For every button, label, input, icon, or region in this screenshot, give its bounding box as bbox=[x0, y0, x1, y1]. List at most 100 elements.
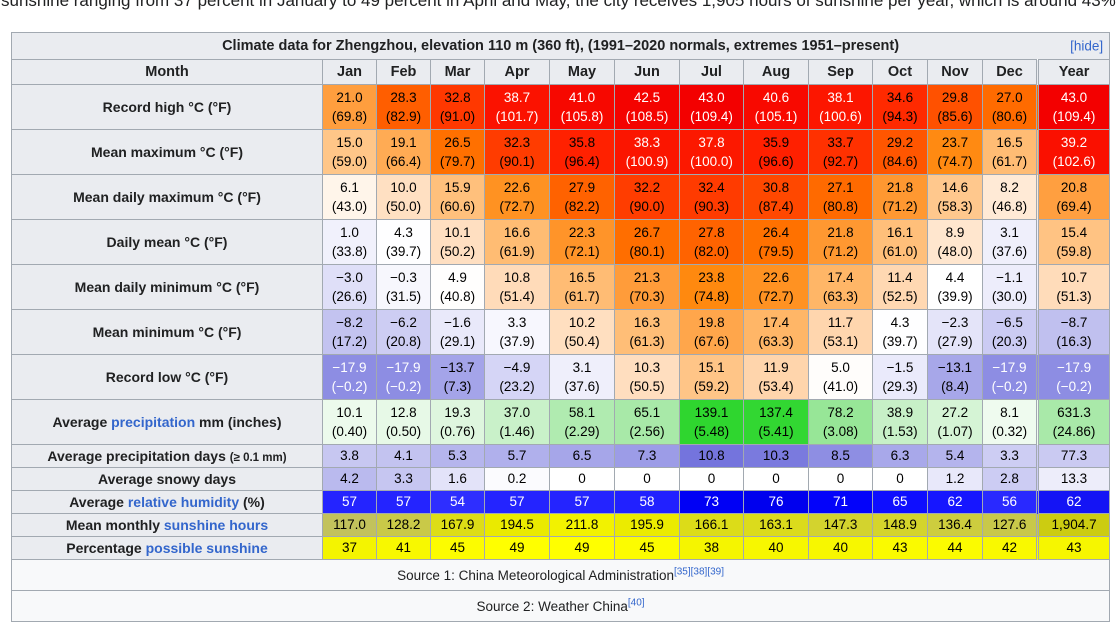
data-cell: 37.0 (1.46) bbox=[484, 399, 550, 445]
ref-link[interactable]: [38] bbox=[690, 566, 708, 577]
data-cell: 29.2 (84.6) bbox=[872, 129, 928, 175]
data-cell: 76 bbox=[743, 490, 809, 514]
data-cell: 12.8 (0.50) bbox=[376, 399, 431, 445]
data-cell: 211.8 bbox=[549, 513, 615, 537]
row-label: Daily mean °C (°F) bbox=[11, 219, 323, 265]
data-cell: −1.5 (29.3) bbox=[872, 354, 928, 400]
data-cell: 10.1 (50.2) bbox=[430, 219, 485, 265]
row-label: Record low °C (°F) bbox=[11, 354, 323, 400]
article-text-clip: sunshine ranging from 37 percent in Janu… bbox=[0, 0, 1120, 32]
data-cell: 19.8 (67.6) bbox=[679, 309, 744, 355]
data-cell: 195.9 bbox=[614, 513, 680, 537]
data-cell: 16.5 (61.7) bbox=[549, 264, 615, 310]
data-cell: 139.1 (5.48) bbox=[679, 399, 744, 445]
data-cell: −17.9 (−0.2) bbox=[982, 354, 1038, 400]
table-title: Climate data for Zhengzhou, elevation 11… bbox=[10, 32, 1111, 60]
table-row: Mean maximum °C (°F) 15.0 (59.0) 19.1 (66.4)… bbox=[11, 129, 1111, 175]
ref-link[interactable]: [39] bbox=[707, 566, 725, 577]
data-cell: 194.5 bbox=[484, 513, 550, 537]
row-label: Average precipitation days (≥ 0.1 mm) bbox=[11, 444, 323, 468]
source-row: Source 1: China Meteorological Administr… bbox=[10, 559, 1111, 591]
data-cell: 15.9 (60.6) bbox=[430, 174, 485, 220]
data-cell: 19.1 (66.4) bbox=[376, 129, 431, 175]
data-cell: 43 bbox=[872, 536, 928, 560]
data-cell: 11.7 (53.1) bbox=[808, 309, 873, 355]
data-cell: 10.7 (51.3) bbox=[1035, 264, 1111, 310]
data-cell: 11.4 (52.5) bbox=[872, 264, 928, 310]
data-cell: 58.1 (2.29) bbox=[549, 399, 615, 445]
data-cell: 33.7 (92.7) bbox=[808, 129, 873, 175]
data-cell: −8.7 (16.3) bbox=[1035, 309, 1111, 355]
data-cell: 0.2 bbox=[484, 467, 550, 491]
data-cell: 10.2 (50.4) bbox=[549, 309, 615, 355]
data-cell: 17.4 (63.3) bbox=[743, 309, 809, 355]
data-cell: 10.3 bbox=[743, 444, 809, 468]
sunshine-hours-link[interactable]: sunshine hours bbox=[163, 517, 269, 533]
data-cell: 38.9 (1.53) bbox=[872, 399, 928, 445]
data-cell: −13.1 (8.4) bbox=[927, 354, 983, 400]
hide-link[interactable]: [hide] bbox=[1070, 38, 1104, 54]
data-cell: 117.0 bbox=[322, 513, 377, 537]
data-cell: 0 bbox=[549, 467, 615, 491]
data-cell: 56 bbox=[982, 490, 1038, 514]
data-cell: 5.4 bbox=[927, 444, 983, 468]
data-cell: 38 bbox=[679, 536, 744, 560]
data-cell: 45 bbox=[430, 536, 485, 560]
row-label: Mean monthly sunshine hours bbox=[11, 513, 323, 537]
col-header-aug: Aug bbox=[743, 59, 809, 85]
data-cell: 128.2 bbox=[376, 513, 431, 537]
data-cell: −3.0 (26.6) bbox=[322, 264, 377, 310]
data-cell: 27.8 (82.0) bbox=[679, 219, 744, 265]
data-cell: 137.4 (5.41) bbox=[743, 399, 809, 445]
ref-link[interactable]: [35] bbox=[673, 566, 691, 577]
table-body: Record high °C (°F) 21.0 (69.8) 28.3 (82.9) 3… bbox=[10, 84, 1111, 622]
data-cell: 57 bbox=[322, 490, 377, 514]
data-cell: 1,904.7 bbox=[1035, 513, 1111, 537]
table-row: Daily mean °C (°F) 1.0 (33.8) 4.3 (39.7) 10.1… bbox=[11, 219, 1111, 265]
data-cell: 0 bbox=[808, 467, 873, 491]
data-cell: 0 bbox=[743, 467, 809, 491]
data-cell: 42 bbox=[982, 536, 1038, 560]
ref-link[interactable]: [40] bbox=[627, 597, 645, 608]
data-cell: 32.3 (90.1) bbox=[484, 129, 550, 175]
data-cell: 4.2 bbox=[322, 467, 377, 491]
col-header-year: Year bbox=[1035, 59, 1111, 85]
data-cell: 57 bbox=[376, 490, 431, 514]
data-cell: 40.6 (105.1) bbox=[743, 84, 809, 130]
data-cell: −17.9 (−0.2) bbox=[322, 354, 377, 400]
data-cell: 65 bbox=[872, 490, 928, 514]
precipitation-link[interactable]: precipitation bbox=[111, 414, 196, 430]
data-cell: 27.0 (80.6) bbox=[982, 84, 1038, 130]
data-cell: 8.5 bbox=[808, 444, 873, 468]
data-cell: 5.3 bbox=[430, 444, 485, 468]
data-cell: 41 bbox=[376, 536, 431, 560]
data-cell: 32.2 (90.0) bbox=[614, 174, 680, 220]
data-cell: 3.8 bbox=[322, 444, 377, 468]
data-cell: 42.5 (108.5) bbox=[614, 84, 680, 130]
data-cell: 3.1 (37.6) bbox=[982, 219, 1038, 265]
data-cell: 10.0 (50.0) bbox=[376, 174, 431, 220]
data-cell: 23.7 (74.7) bbox=[927, 129, 983, 175]
data-cell: 26.5 (79.7) bbox=[430, 129, 485, 175]
data-cell: 10.3 (50.5) bbox=[614, 354, 680, 400]
data-cell: 4.9 (40.8) bbox=[430, 264, 485, 310]
data-cell: 41.0 (105.8) bbox=[549, 84, 615, 130]
data-cell: 3.1 (37.6) bbox=[549, 354, 615, 400]
table-row: Mean minimum °C (°F) −8.2 (17.2) −6.2 (20.8)… bbox=[11, 309, 1111, 355]
data-cell: 73 bbox=[679, 490, 744, 514]
data-cell: 38.1 (100.6) bbox=[808, 84, 873, 130]
data-cell: 22.3 (72.1) bbox=[549, 219, 615, 265]
possible-sunshine-link[interactable]: possible sunshine bbox=[145, 540, 268, 556]
data-cell: 78.2 (3.08) bbox=[808, 399, 873, 445]
col-header-oct: Oct bbox=[872, 59, 928, 85]
col-header-sep: Sep bbox=[808, 59, 873, 85]
data-cell: 35.9 (96.6) bbox=[743, 129, 809, 175]
data-cell: 39.2 (102.6) bbox=[1035, 129, 1111, 175]
col-header-jul: Jul bbox=[679, 59, 744, 85]
data-cell: 3.3 bbox=[376, 467, 431, 491]
data-cell: 0 bbox=[679, 467, 744, 491]
data-cell: 16.5 (61.7) bbox=[982, 129, 1038, 175]
relative-humidity-link[interactable]: relative humidity bbox=[127, 494, 240, 510]
table-row: Average precipitation mm (inches) 10.1 (0.… bbox=[11, 399, 1111, 445]
data-cell: −6.2 (20.8) bbox=[376, 309, 431, 355]
